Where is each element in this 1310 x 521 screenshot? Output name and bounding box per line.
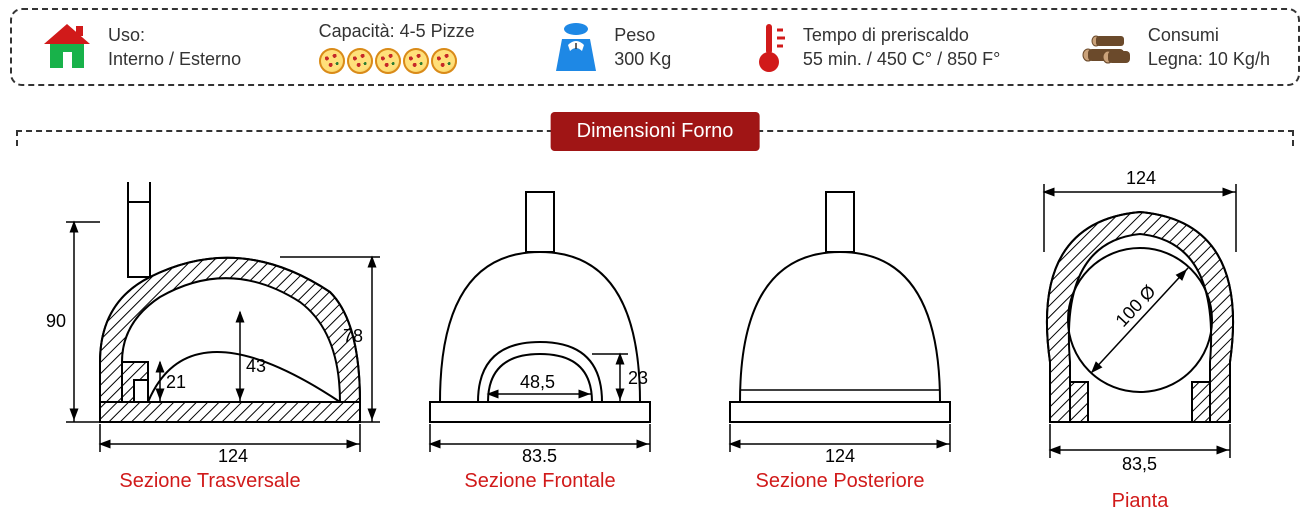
consumi-value: Legna: 10 Kg/h bbox=[1148, 47, 1270, 71]
dim-h-total: 90 bbox=[46, 311, 66, 331]
peso-label: Peso bbox=[614, 23, 671, 47]
uso-value: Interno / Esterno bbox=[108, 47, 241, 71]
figure-posteriore: 124 Sezione Posteriore bbox=[700, 162, 980, 513]
spec-capacita: Capacità: 4-5 Pizze bbox=[319, 21, 475, 74]
pizza-icon bbox=[347, 48, 373, 74]
tempo-value: 55 min. / 450 C° / 850 F° bbox=[803, 47, 1001, 71]
dim-h-lip: 21 bbox=[166, 372, 186, 392]
spec-bar: Uso: Interno / Esterno Capacità: 4-5 Piz… bbox=[10, 8, 1300, 86]
figure-frontale: 48,5 23 83,5 Sezione Frontale bbox=[400, 162, 680, 513]
logs-icon bbox=[1078, 27, 1134, 67]
section-title-wrap: Dimensioni Forno bbox=[10, 112, 1300, 152]
house-icon bbox=[40, 22, 94, 72]
dim-w: 124 bbox=[218, 446, 248, 462]
pizza-icon bbox=[319, 48, 345, 74]
pizza-icons bbox=[319, 48, 475, 74]
spec-tempo: Tempo di preriscaldo 55 min. / 450 C° / … bbox=[749, 20, 1001, 74]
thermometer-icon bbox=[749, 20, 789, 74]
caption-pianta: Pianta bbox=[1112, 490, 1169, 513]
drawing-frontale: 48,5 23 83,5 bbox=[400, 162, 680, 462]
figure-trasversale: 90 78 43 21 124 Sezione Trasversale bbox=[40, 162, 380, 513]
dim-outer-w: 124 bbox=[1126, 168, 1156, 188]
spec-consumi: Consumi Legna: 10 Kg/h bbox=[1078, 23, 1270, 72]
dim-w-post: 124 bbox=[825, 446, 855, 462]
drawing-pianta: 124 100 Ø 83,5 bbox=[1000, 162, 1280, 482]
capacita-label: Capacità: 4-5 Pizze bbox=[319, 21, 475, 42]
scale-icon bbox=[552, 21, 600, 73]
caption-trasversale: Sezione Trasversale bbox=[119, 470, 300, 493]
drawing-posteriore: 124 bbox=[700, 162, 980, 462]
drawing-trasversale: 90 78 43 21 124 bbox=[40, 162, 380, 462]
caption-frontale: Sezione Frontale bbox=[464, 470, 615, 493]
peso-value: 300 Kg bbox=[614, 47, 671, 71]
pizza-icon bbox=[403, 48, 429, 74]
section-title: Dimensioni Forno bbox=[551, 112, 760, 151]
dim-h-inner: 43 bbox=[246, 356, 266, 376]
dim-h-dome: 78 bbox=[343, 326, 363, 346]
section-title-tick bbox=[1292, 130, 1294, 146]
dim-mouth-h: 23 bbox=[628, 368, 648, 388]
figures-row: 90 78 43 21 124 Sezione Trasversale bbox=[10, 162, 1300, 513]
caption-posteriore: Sezione Posteriore bbox=[756, 470, 925, 493]
dim-front-w: 83,5 bbox=[1122, 454, 1157, 474]
section-title-tick bbox=[16, 130, 18, 146]
pizza-icon bbox=[431, 48, 457, 74]
consumi-label: Consumi bbox=[1148, 23, 1270, 47]
pizza-icon bbox=[375, 48, 401, 74]
dim-mouth-w: 48,5 bbox=[520, 372, 555, 392]
spec-peso: Peso 300 Kg bbox=[552, 21, 671, 73]
dim-w-front: 83,5 bbox=[522, 446, 557, 462]
figure-pianta: 124 100 Ø 83,5 Pianta bbox=[1000, 162, 1280, 513]
tempo-label: Tempo di preriscaldo bbox=[803, 23, 1001, 47]
spec-uso: Uso: Interno / Esterno bbox=[40, 22, 241, 72]
uso-label: Uso: bbox=[108, 23, 241, 47]
